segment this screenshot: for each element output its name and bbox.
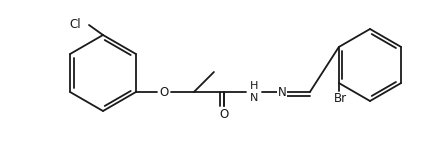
Text: Br: Br [334,93,347,106]
Text: H
N: H N [250,81,258,103]
Text: Cl: Cl [70,18,81,31]
Text: O: O [159,86,168,98]
Text: N: N [277,86,286,98]
Text: O: O [219,108,229,120]
